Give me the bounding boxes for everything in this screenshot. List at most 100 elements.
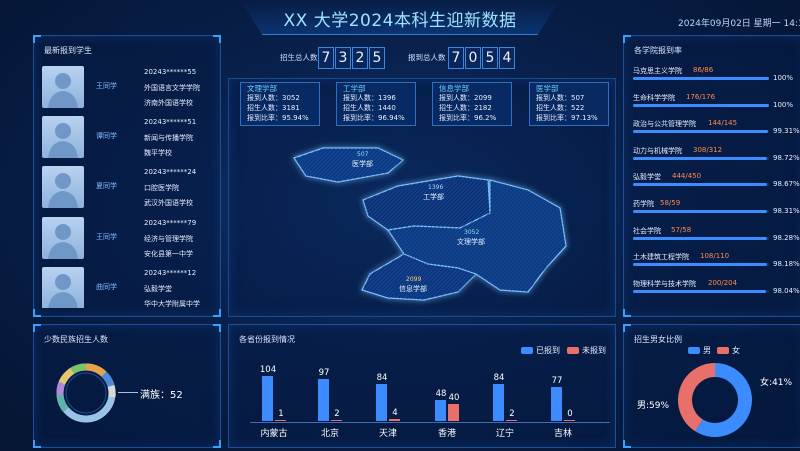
panel-corner [33,324,41,332]
enroll-digit: 3 [335,47,351,69]
bar-category: 内蒙古 [260,429,288,439]
female-label: 女:41% [760,378,793,388]
bar-reported [551,387,562,421]
panel-corner [33,309,41,317]
department-rate: 报到比率：96.94% [343,114,405,122]
rate-track [633,236,769,240]
rate-track [633,156,769,160]
bar-reported [493,384,504,421]
ring-segment [70,363,87,375]
rate-bar [633,263,767,267]
bar-category: 辽宁 [495,429,514,439]
legend-not-reported-swatch [567,347,579,354]
college-name: 马克思主义学院 [633,67,682,75]
college-fraction: 176/176 [686,92,716,101]
student-id: 20243******55 [144,68,197,76]
rate-track [633,183,769,187]
rate-track [633,263,769,267]
rate-percent: 100% [773,100,794,109]
department-rate: 报到比率：95.94% [247,114,309,122]
rate-percent: 98.72% [773,153,800,162]
avatar [42,66,84,108]
department-enrolled: 招生人数：2182 [439,104,492,112]
ring-segment [101,371,115,388]
bar-category: 吉林 [553,429,572,439]
panel-corner [623,309,631,317]
student-name: 谭同学 [96,132,117,140]
bar-not-reported [331,420,342,421]
province-title: 各省份报到情况 [239,335,295,344]
map-num-wenli: 3052 [464,229,480,236]
department-name: 信息学部 [439,84,469,93]
department-name: 工学部 [343,84,366,93]
minority-title: 少数民族招生人数 [44,335,108,344]
bar-category: 北京 [320,429,339,439]
ring-segment [85,363,107,377]
department-reported: 报到人数：3052 [247,94,300,102]
panel-corner [623,324,631,332]
student-id: 20243******51 [144,118,197,126]
bar-reported [318,378,329,421]
ring-segment [56,394,69,413]
enroll-count-label: 招生总人数 [280,53,318,62]
students-title: 最新报到学生 [44,46,92,55]
department-card: 工学部 报到人数：1396 招生人数：1440 报到比率：96.94% [336,82,416,126]
student-school: 武汉外国语学校 [144,199,193,207]
department-enrolled: 招生人数：522 [536,104,585,112]
student-card: 谭同学 20243******51 新闻与传播学院 魏平学校 [42,116,218,164]
bar-value-reported: 97 [318,367,330,378]
rate-bar [633,183,768,187]
department-rate: 报到比率：97.13% [536,114,598,122]
bar-axis [250,422,610,423]
rate-percent: 98.04% [773,286,800,295]
bar-reported [435,400,446,421]
report-digit: 5 [482,47,498,69]
panel-corner [33,440,41,448]
pie-slice-male [695,363,752,437]
student-card: 王同学 20243******55 外国语言文学学院 济南外国语学校 [42,66,218,114]
rate-track [633,210,769,213]
college-name: 政治与公共管理学院 [633,120,696,129]
college-fraction: 144/145 [708,119,738,128]
ring-segment [56,381,66,396]
college-fraction: 108/110 [700,252,730,261]
legend-reported-swatch [521,347,533,354]
map-label-gongxue: 工学部 [423,193,444,201]
department-reported: 报到人数：507 [536,94,585,102]
minority-leader-line [118,392,138,393]
rate-percent: 98.18% [773,260,800,269]
student-college: 经济与管理学院 [144,235,193,243]
student-school: 华中大学附属中学 [144,300,200,308]
avatar [42,166,84,208]
bar-value-reported: 84 [493,373,505,384]
legend-reported: 已报到 [536,346,560,355]
college-name: 社会学院 [633,226,661,235]
college-name: 物理科学与技术学院 [633,279,696,288]
rate-bar [633,210,767,213]
student-name: 曲同学 [96,283,117,291]
student-school: 济南外国语学校 [144,99,193,107]
college-fraction: 444/450 [672,172,702,181]
report-digit: 4 [499,47,515,69]
department-name: 医学部 [536,84,559,93]
map-label-xinxi: 信息学部 [399,285,427,293]
bar-category: 天津 [378,429,397,439]
map-label-yixue: 医学部 [352,160,373,168]
bar-value-reported: 104 [259,364,277,375]
page-title: XX 大学2024本科生迎新数据 [283,11,517,31]
student-card: 王同学 20243******79 经济与管理学院 安化县第一中学 [42,217,218,265]
department-card: 医学部 报到人数：507 招生人数：522 报到比率：97.13% [529,82,609,126]
panel-corner [33,35,41,43]
avatar [42,217,84,259]
rate-percent: 100% [773,74,794,82]
panel-corner [623,440,631,448]
bar-value-reported: 48 [435,389,447,400]
rate-bar [633,103,769,107]
student-school: 魏平学校 [144,149,172,157]
student-college: 口腔医学院 [144,184,179,192]
map-num-xinxi: 2099 [406,276,422,283]
rate-percent: 99.31% [773,127,800,136]
avatar [42,116,84,158]
student-id: 20243******12 [144,269,197,277]
legend-male: 男 [703,346,711,355]
